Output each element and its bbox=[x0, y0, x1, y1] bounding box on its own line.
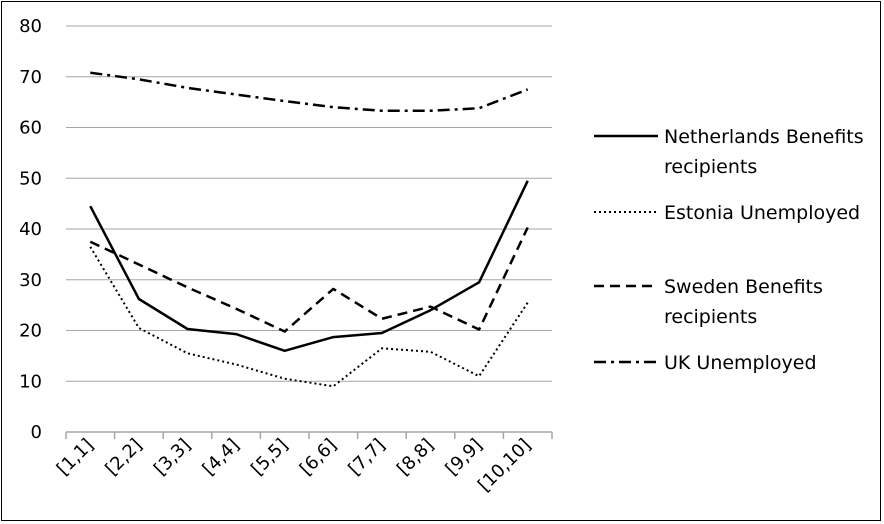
legend-swatch-estonia bbox=[594, 211, 658, 213]
gridlines bbox=[66, 25, 552, 382]
axes bbox=[65, 431, 553, 439]
x-tick-label: [3,3] bbox=[150, 435, 195, 480]
series-line-1 bbox=[89, 180, 529, 353]
y-tick-label: 0 bbox=[31, 422, 42, 443]
legend-item-netherlands: Netherlands Benefits recipients bbox=[594, 122, 884, 182]
x-tick-label: [1,1] bbox=[53, 435, 98, 480]
series-line-2 bbox=[89, 246, 529, 388]
legend-item-uk: UK Unemployed bbox=[594, 348, 884, 378]
legend-item-sweden: Sweden Benefits recipients bbox=[594, 272, 884, 332]
x-tick-label: [7,7] bbox=[344, 435, 389, 480]
series-line-3 bbox=[89, 226, 529, 333]
y-tick-label: 60 bbox=[19, 118, 42, 139]
x-tick-label: [2,2] bbox=[101, 435, 146, 480]
legend-label-netherlands: Netherlands Benefits recipients bbox=[664, 126, 864, 178]
y-tick-label: 20 bbox=[19, 321, 42, 342]
y-tick-label: 80 bbox=[19, 16, 42, 37]
y-tick-label: 70 bbox=[19, 67, 42, 88]
x-tick-label: [5,5] bbox=[247, 435, 292, 480]
y-tick-label: 10 bbox=[19, 371, 42, 392]
x-tick-label: [10,10] bbox=[474, 435, 535, 496]
x-tick-labels: [1,1] [2,2] [3,3] [4,4] [5,5] [6,6] [7,7] [8,8]… bbox=[53, 435, 535, 496]
legend-item-estonia: Estonia Unemployed bbox=[594, 198, 884, 228]
legend-swatch-sweden bbox=[594, 284, 658, 288]
y-tick-label: 40 bbox=[19, 219, 42, 240]
legend-label-sweden: Sweden Benefits recipients bbox=[664, 276, 823, 328]
legend-swatch-uk bbox=[594, 360, 658, 364]
series-lines bbox=[89, 71, 529, 388]
y-tick-label: 50 bbox=[19, 168, 42, 189]
x-tick-label: [9,9] bbox=[442, 435, 487, 480]
x-tick-label: [8,8] bbox=[393, 435, 438, 480]
y-tick-labels: 0 10 20 30 40 50 60 70 80 bbox=[19, 16, 42, 443]
legend-label-estonia: Estonia Unemployed bbox=[664, 202, 861, 224]
series-line-4 bbox=[90, 71, 529, 113]
x-tick-label: [6,6] bbox=[296, 435, 341, 480]
x-tick-label: [4,4] bbox=[199, 435, 244, 480]
y-tick-label: 30 bbox=[19, 270, 42, 291]
legend-label-uk: UK Unemployed bbox=[664, 352, 817, 374]
legend-swatch-netherlands bbox=[594, 134, 658, 138]
